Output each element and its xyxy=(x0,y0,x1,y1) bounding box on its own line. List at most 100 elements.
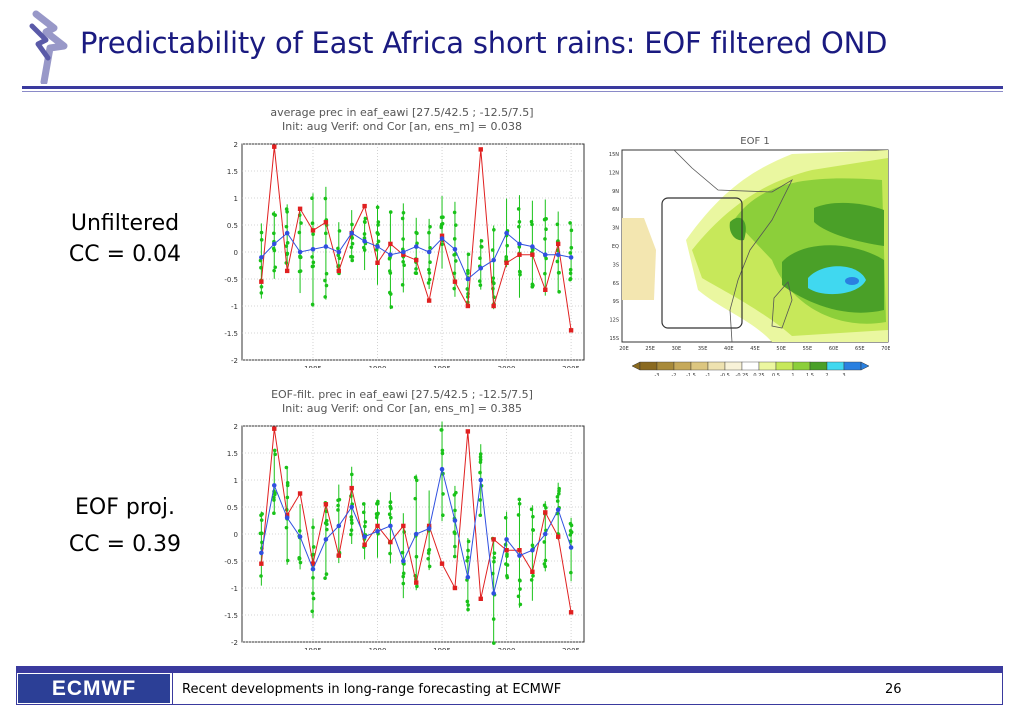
unfilt-member-point xyxy=(323,295,327,299)
map-ytick: 9S xyxy=(613,299,619,305)
unfilt-member-point xyxy=(569,228,574,233)
eof-member-point xyxy=(297,529,302,533)
eof-member-point xyxy=(542,540,547,544)
eof-ytick: 2 xyxy=(234,423,238,431)
unfilt-member-point xyxy=(362,232,367,236)
unfilt-ytick: 1 xyxy=(234,195,238,203)
eof-member-point xyxy=(349,518,354,522)
eof-member-point xyxy=(401,571,406,576)
unfilt-observed-point xyxy=(362,203,367,209)
unfilt-observed-point xyxy=(555,241,561,247)
legend-swatch xyxy=(724,361,743,371)
unfilt-ensmean-point xyxy=(349,230,354,236)
legend-swatch xyxy=(809,361,828,371)
unfiltered-chart: average prec in eaf_eawi [27.5/42.5 ; -1… xyxy=(212,100,592,368)
map-ytick: 12S xyxy=(609,318,619,324)
map-xtick: 60E xyxy=(829,346,839,352)
legend-swatch xyxy=(673,361,692,371)
eof-ensmean-point xyxy=(491,591,496,596)
unfilt-xtick: 1990 xyxy=(369,365,387,368)
legend-tick: 2 xyxy=(825,373,828,376)
map-ytick: 6N xyxy=(612,207,619,213)
eof-member-point xyxy=(492,559,496,564)
unfilt-member-point xyxy=(452,253,456,257)
map-region-box xyxy=(661,197,743,329)
eof-ensmean-point xyxy=(401,558,406,564)
eof-xtick: 1985 xyxy=(304,647,322,650)
unfilt-ensmean-point xyxy=(336,249,342,255)
unfilt-ensmean-point xyxy=(491,257,496,263)
unfilt-member-point xyxy=(491,286,495,291)
legend-swatch xyxy=(792,361,811,371)
unfilt-member-point xyxy=(490,248,495,252)
unfilt-observed-point xyxy=(478,147,483,152)
eof-member-point xyxy=(453,544,457,549)
unfilt-member-point xyxy=(272,268,276,273)
unfilt-member-point xyxy=(452,286,457,291)
eof-xtick: 2005 xyxy=(562,647,580,650)
unfilt-ytick: 0 xyxy=(234,249,238,257)
unfilt-member-point xyxy=(273,265,278,270)
eof-member-point xyxy=(349,528,354,532)
map-title: EOF 1 xyxy=(740,136,769,147)
unfilt-ensmean-point xyxy=(271,241,277,247)
unfilt-ensmean-point xyxy=(452,247,458,252)
eof-member-point xyxy=(542,562,547,566)
eof-member-point xyxy=(465,599,470,604)
unfilt-member-point xyxy=(297,230,302,235)
eof-member-point xyxy=(492,551,497,555)
eof-member-point xyxy=(414,478,419,483)
unfilt-observed-point xyxy=(323,220,329,225)
eof-member-point xyxy=(505,552,509,557)
eof-label: EOF proj. CC = 0.39 xyxy=(40,492,210,560)
unfilt-ensmean-point xyxy=(504,230,509,236)
eof-member-point xyxy=(492,555,496,560)
unfilt-ensmean-point xyxy=(568,255,574,260)
unfilt-member-point xyxy=(568,267,573,272)
map-positive-1.5-north xyxy=(814,202,884,246)
unfilt-member-point xyxy=(310,255,314,259)
eof-member-point xyxy=(298,560,303,565)
unfilt-member-point xyxy=(555,222,560,227)
eof-member-point xyxy=(466,548,470,553)
eof-member-point xyxy=(389,515,393,520)
eof-member-point xyxy=(465,558,469,563)
unfilt-member-point xyxy=(271,246,276,251)
unfilt-ensmean-point xyxy=(517,241,522,247)
map-ytick: EQ xyxy=(612,244,619,250)
unfilt-ytick: 1.5 xyxy=(227,168,238,176)
eof-member-point xyxy=(349,515,354,519)
unfilt-ensmean-point xyxy=(284,230,290,236)
unfilt-observed-point xyxy=(297,206,303,211)
unfilt-member-point xyxy=(388,290,392,295)
unfilt-member-point xyxy=(543,271,547,276)
unfilt-member-point xyxy=(441,215,445,219)
page-number: 26 xyxy=(885,682,902,697)
page-title: Predictability of East Africa short rain… xyxy=(80,26,888,60)
eof-member-point xyxy=(363,524,367,529)
eof-member-point xyxy=(310,609,315,614)
eof-ytick: -1.5 xyxy=(224,612,238,620)
legend-tick: 0.5 xyxy=(772,373,780,376)
eof-member-point xyxy=(311,591,315,596)
eof-member-point xyxy=(441,492,445,496)
unfilt-member-point xyxy=(336,246,340,251)
eof-member-point xyxy=(555,499,560,503)
eof-member-point xyxy=(466,603,470,607)
map-positive-2 xyxy=(808,266,866,295)
unfilt-member-point xyxy=(310,196,314,201)
eof-member-point xyxy=(272,448,277,453)
eof-member-point xyxy=(297,557,302,561)
eof-member-point xyxy=(414,554,419,559)
unfilt-member-point xyxy=(477,279,482,283)
unfilt-ensmean-point xyxy=(478,265,484,271)
eof-member-point xyxy=(454,490,458,495)
eof-ytick: -0.5 xyxy=(224,558,238,566)
unfilt-observed-point xyxy=(439,233,445,238)
unfilt-member-point xyxy=(324,271,329,276)
eof-member-point xyxy=(478,460,483,464)
eof-observed-point xyxy=(297,491,303,496)
eof-ensmean-point xyxy=(323,537,329,542)
eof-member-point xyxy=(478,498,483,502)
unfilt-member-point xyxy=(439,225,444,230)
